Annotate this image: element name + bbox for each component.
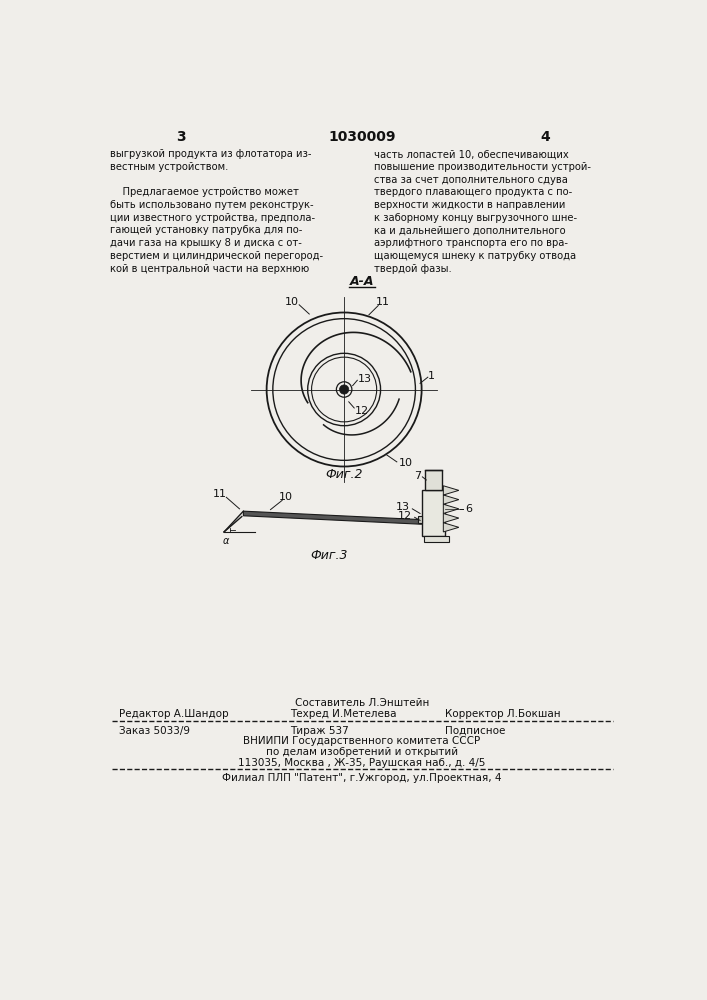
Text: повышение производительности устрой-: повышение производительности устрой- <box>373 162 590 172</box>
Polygon shape <box>443 504 459 513</box>
Text: 13: 13 <box>358 374 372 384</box>
Text: ВНИИПИ Государственного комитета СССР: ВНИИПИ Государственного комитета СССР <box>243 736 481 746</box>
Polygon shape <box>425 470 442 490</box>
Text: Редактор А.Шандор: Редактор А.Шандор <box>119 709 229 719</box>
Polygon shape <box>418 516 421 523</box>
Text: выгрузкой продукта из флотатора из-: выгрузкой продукта из флотатора из- <box>110 149 312 159</box>
Text: Заказ 5033/9: Заказ 5033/9 <box>119 726 190 736</box>
Text: Подписное: Подписное <box>445 726 506 736</box>
Polygon shape <box>443 523 459 532</box>
Text: вестным устройством.: вестным устройством. <box>110 162 228 172</box>
Text: верхности жидкости в направлении: верхности жидкости в направлении <box>373 200 565 210</box>
Text: 1030009: 1030009 <box>328 130 396 144</box>
Text: кой в центральной части на верхнюю: кой в центральной части на верхнюю <box>110 264 310 274</box>
Text: Фиг.3: Фиг.3 <box>310 549 347 562</box>
Polygon shape <box>443 495 459 504</box>
Text: аэрлифтного транспорта его по вра-: аэрлифтного транспорта его по вра- <box>373 238 568 248</box>
Polygon shape <box>421 490 445 536</box>
Text: 10: 10 <box>284 297 298 307</box>
Text: ка и дальнейшего дополнительного: ка и дальнейшего дополнительного <box>373 225 571 235</box>
Text: 13: 13 <box>396 502 410 512</box>
Text: 11: 11 <box>376 297 390 307</box>
Text: ции известного устройства, предпола-: ции известного устройства, предпола- <box>110 213 315 223</box>
Text: щающемуся шнеку к патрубку отвода: щающемуся шнеку к патрубку отвода <box>373 251 575 261</box>
Text: ства за счет дополнительного сдува: ства за счет дополнительного сдува <box>373 175 568 185</box>
Text: к заборному концу выгрузочного шне-: к заборному концу выгрузочного шне- <box>373 213 577 223</box>
Polygon shape <box>443 513 459 523</box>
Text: Техред И.Метелева: Техред И.Метелева <box>290 709 397 719</box>
Text: 3: 3 <box>177 130 186 144</box>
Text: по делам изобретений и открытий: по делам изобретений и открытий <box>266 747 458 757</box>
Text: А-А: А-А <box>350 275 374 288</box>
Text: Филиал ПЛП "Патент", г.Ужгород, ул.Проектная, 4: Филиал ПЛП "Патент", г.Ужгород, ул.Проек… <box>222 773 502 783</box>
Text: быть использовано путем реконструк-: быть использовано путем реконструк- <box>110 200 314 210</box>
Text: α: α <box>223 536 229 546</box>
Text: твердого плавающего продукта с по-: твердого плавающего продукта с по- <box>373 187 572 197</box>
Text: Корректор Л.Бокшан: Корректор Л.Бокшан <box>445 709 561 719</box>
Text: дачи газа на крышку 8 и диска с от-: дачи газа на крышку 8 и диска с от- <box>110 238 302 248</box>
Circle shape <box>339 385 349 394</box>
Text: 10: 10 <box>279 492 293 502</box>
Text: 4: 4 <box>541 130 551 144</box>
Polygon shape <box>443 486 459 495</box>
Text: Составитель Л.Энштейн: Составитель Л.Энштейн <box>295 698 429 708</box>
Text: 10: 10 <box>398 458 412 468</box>
Text: 12: 12 <box>355 406 369 416</box>
Text: Тираж 537: Тираж 537 <box>290 726 349 736</box>
Polygon shape <box>243 511 421 524</box>
Text: 113035, Москва , Ж-35, Раушская наб., д. 4/5: 113035, Москва , Ж-35, Раушская наб., д.… <box>238 758 486 768</box>
Text: 11: 11 <box>213 489 227 499</box>
Polygon shape <box>424 536 449 542</box>
Text: 12: 12 <box>398 511 412 521</box>
Text: 1: 1 <box>428 371 434 381</box>
Text: 7: 7 <box>414 471 421 481</box>
Text: Фиг.2: Фиг.2 <box>325 468 363 481</box>
Text: 6: 6 <box>465 504 472 514</box>
Text: верстием и цилиндрической перегород-: верстием и цилиндрической перегород- <box>110 251 323 261</box>
Text: часть лопастей 10, обеспечивающих: часть лопастей 10, обеспечивающих <box>373 149 575 159</box>
Text: Предлагаемое устройство может: Предлагаемое устройство может <box>110 187 299 197</box>
Text: твердой фазы.: твердой фазы. <box>373 264 451 274</box>
Text: гающей установку патрубка для по-: гающей установку патрубка для по- <box>110 225 303 235</box>
